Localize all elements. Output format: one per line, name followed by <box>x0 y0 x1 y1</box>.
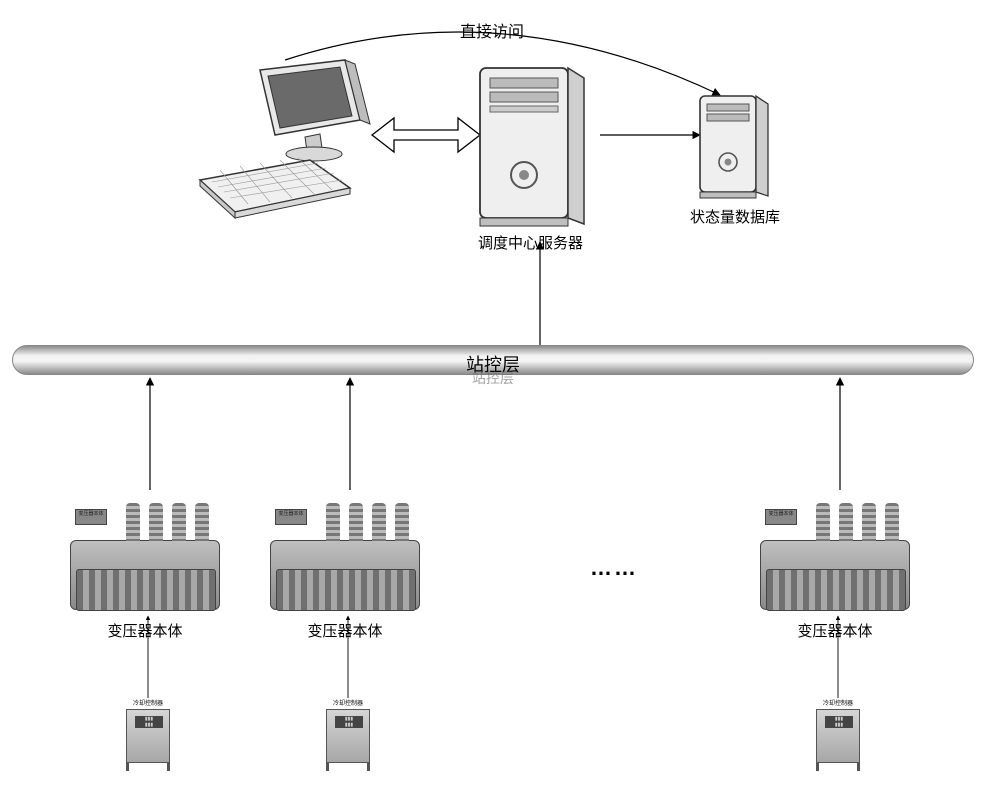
label-xfmr-3: 变压器本体 <box>760 620 910 641</box>
double-arrow-ws-server <box>372 118 480 152</box>
label-cooler-1: 冷却控制器 <box>123 698 173 707</box>
xfmr-tag: 变压器本体 <box>75 509 107 525</box>
transformer-3: 变压器本体 变压器本体 <box>760 500 920 631</box>
label-cooler-3: 冷却控制器 <box>813 698 863 707</box>
xfmr-tag: 变压器本体 <box>765 509 797 525</box>
label-xfmr-2: 变压器本体 <box>270 620 420 641</box>
xfmr-tag: 变压器本体 <box>275 509 307 525</box>
cooler-3: 冷却控制器 ▮▮▮▮▮▮ <box>813 700 863 771</box>
cooler-1: 冷却控制器 ▮▮▮▮▮▮ <box>123 700 173 771</box>
label-cooler-2: 冷却控制器 <box>323 698 373 707</box>
cooler-2: 冷却控制器 ▮▮▮▮▮▮ <box>323 700 373 771</box>
database-icon <box>700 96 768 198</box>
label-state-db: 状态量数据库 <box>690 206 780 227</box>
diagram-svg <box>0 0 1000 793</box>
label-dispatch-server: 调度中心服务器 <box>478 232 583 253</box>
label-xfmr-1: 变压器本体 <box>70 620 220 641</box>
label-station-layer-shadow: 站控层 <box>13 368 973 388</box>
transformer-2: 变压器本体 变压器本体 <box>270 500 430 631</box>
workstation-icon <box>200 60 370 218</box>
station-layer-bus: 站控层 站控层 <box>12 345 974 375</box>
label-direct-access: 直接访问 <box>460 18 524 42</box>
transformer-1: 变压器本体 变压器本体 <box>70 500 230 631</box>
ellipsis: …… <box>590 555 638 581</box>
server-icon <box>480 60 584 226</box>
